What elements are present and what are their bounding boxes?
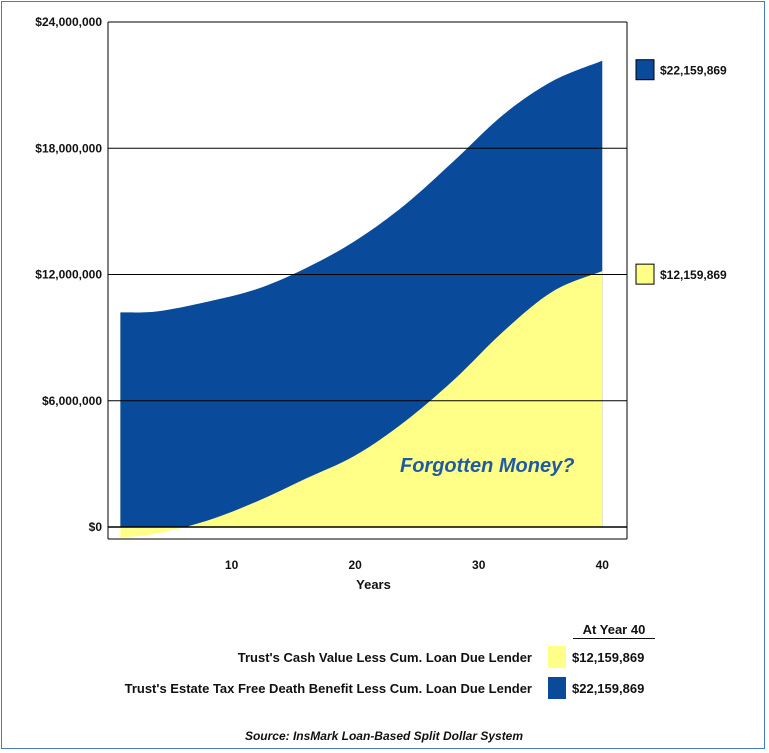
legend-header: At Year 40 bbox=[573, 622, 655, 639]
y-tick-label: $0 bbox=[89, 520, 103, 534]
y-tick-labels: $0 $6,000,000 $12,000,000 $18,000,000 $24,00… bbox=[35, 15, 102, 534]
legend-row-cash-value: Trust's Cash Value Less Cum. Loan Due Le… bbox=[62, 646, 662, 670]
legend-swatch-death-benefit bbox=[548, 677, 566, 699]
end-marker-cash-value-swatch bbox=[635, 263, 655, 285]
cash-value-area bbox=[120, 271, 603, 538]
x-axis-title: Years bbox=[356, 577, 391, 592]
x-tick-label: 30 bbox=[472, 558, 486, 572]
legend-swatch-cash-value bbox=[548, 646, 566, 668]
y-tick-label: $12,000,000 bbox=[35, 268, 102, 282]
end-marker-cash-value-label: $12,159,869 bbox=[660, 268, 727, 282]
x-tick-label: 40 bbox=[596, 558, 610, 572]
legend-value-death-benefit: $22,159,869 bbox=[572, 681, 645, 696]
forgotten-money-annotation: Forgotten Money? bbox=[400, 455, 574, 477]
gridlines bbox=[108, 21, 627, 402]
x-tick-label: 10 bbox=[225, 558, 239, 572]
legend-label-death-benefit: Trust's Estate Tax Free Death Benefit Le… bbox=[124, 681, 532, 696]
source-note: Source: InsMark Loan-Based Split Dollar … bbox=[244, 729, 524, 743]
x-tick-labels: 10 20 30 40 bbox=[225, 558, 609, 572]
axes bbox=[107, 22, 628, 540]
end-marker-death-benefit-label: $22,159,869 bbox=[660, 64, 727, 78]
legend-row-death-benefit: Trust's Estate Tax Free Death Benefit Le… bbox=[62, 677, 662, 701]
y-tick-label: $18,000,000 bbox=[35, 141, 102, 155]
legend-label-cash-value: Trust's Cash Value Less Cum. Loan Due Le… bbox=[237, 650, 532, 665]
end-marker-death-benefit-swatch bbox=[635, 59, 655, 81]
area-series-group bbox=[120, 60, 603, 538]
chart-canvas: $0 $6,000,000 $12,000,000 $18,000,000 $24,00… bbox=[35, 15, 727, 592]
end-value-markers: $22,159,869 $12,159,869 bbox=[635, 59, 727, 285]
y-tick-label: $6,000,000 bbox=[42, 394, 102, 408]
y-tick-label: $24,000,000 bbox=[35, 15, 102, 29]
x-tick-label: 20 bbox=[348, 558, 362, 572]
legend-value-cash-value: $12,159,869 bbox=[572, 650, 645, 665]
